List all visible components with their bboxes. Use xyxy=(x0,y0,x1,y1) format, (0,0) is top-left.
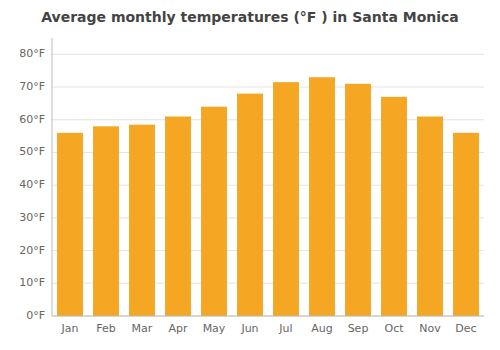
y-tick-label: 0°F xyxy=(26,309,45,322)
y-axis: 0°F 10°F 20°F 30°F 40°F 50°F 60°F 70°F 80°F xyxy=(19,38,484,322)
chart: 0°F 10°F 20°F 30°F 40°F 50°F 60°F 70°F 80°F Jan Fe… xyxy=(0,0,500,350)
x-tick-label: May xyxy=(203,322,226,335)
y-tick-label: 30°F xyxy=(19,211,45,224)
y-tick-label: 60°F xyxy=(19,113,45,126)
bar xyxy=(201,107,227,316)
y-axis-line xyxy=(52,38,53,316)
chart-container: 0°F 10°F 20°F 30°F 40°F 50°F 60°F 70°F 80°F Jan Fe… xyxy=(0,0,500,350)
bar xyxy=(453,133,479,316)
x-tick-label: Jun xyxy=(240,322,258,335)
y-tick-label: 20°F xyxy=(19,244,45,257)
x-tick-label: Apr xyxy=(168,322,188,335)
bar xyxy=(129,125,155,316)
grid-line xyxy=(52,87,484,88)
x-tick-label: Nov xyxy=(419,322,441,335)
title: Average monthly temperatures (°F ) in Sa… xyxy=(41,9,459,25)
x-tick-label: Feb xyxy=(96,322,115,335)
y-tick-label: 10°F xyxy=(19,276,45,289)
x-tick-label: Mar xyxy=(132,322,153,335)
bar xyxy=(417,116,443,316)
bar xyxy=(93,126,119,316)
bar xyxy=(273,82,299,316)
bar xyxy=(309,77,335,316)
bar xyxy=(381,97,407,316)
bar xyxy=(237,94,263,316)
y-tick-label: 50°F xyxy=(19,145,45,158)
x-tick-label: Aug xyxy=(311,322,332,335)
grid-line xyxy=(52,54,484,55)
x-tick-label: Sep xyxy=(348,322,369,335)
grid-line xyxy=(52,316,484,317)
x-axis-line xyxy=(52,316,484,317)
x-axis: Jan Feb Mar Apr May Jun Jul Aug Sep Oct Nov Dec xyxy=(52,316,484,335)
x-tick-label: Jul xyxy=(278,322,292,335)
y-tick-label: 80°F xyxy=(19,47,45,60)
bars xyxy=(57,77,479,316)
bar xyxy=(57,133,83,316)
x-tick-label: Oct xyxy=(384,322,404,335)
x-tick-label: Jan xyxy=(61,322,79,335)
y-tick-label: 70°F xyxy=(19,80,45,93)
x-tick-label: Dec xyxy=(455,322,476,335)
bar xyxy=(165,116,191,316)
y-tick-label: 40°F xyxy=(19,178,45,191)
bar xyxy=(345,84,371,316)
